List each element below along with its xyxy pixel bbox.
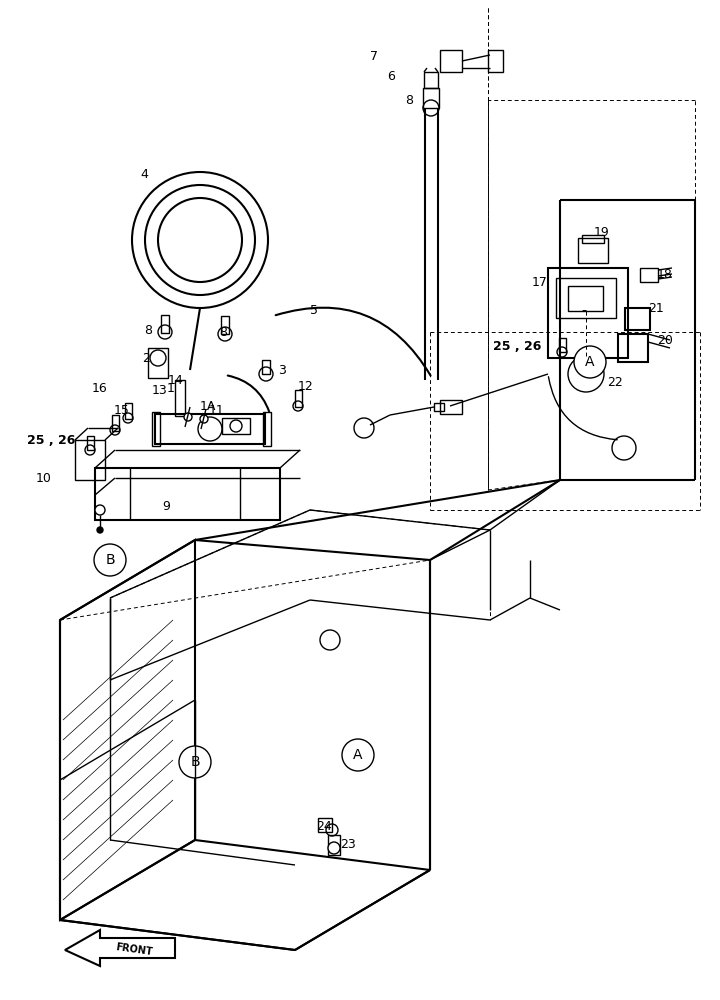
Text: 6: 6 [387,70,395,84]
Text: 19: 19 [594,226,610,238]
Bar [440,50,462,72]
Text: B: B [190,755,200,769]
Bar [440,400,462,414]
Text: 4: 4 [140,168,148,182]
Circle shape [354,418,374,438]
Text: 8: 8 [219,326,227,338]
Bar [556,278,616,318]
Bar [424,72,438,88]
Text: 7: 7 [370,49,378,62]
Bar [295,390,302,407]
Text: 22: 22 [607,375,623,388]
Circle shape [95,505,105,515]
Circle shape [218,327,232,341]
Text: A: A [585,355,595,369]
Text: 3: 3 [278,363,286,376]
Circle shape [342,739,374,771]
Bar [328,835,340,855]
Text: 16: 16 [91,381,107,394]
Text: 11: 11 [208,403,224,416]
Bar [568,286,603,311]
Text: A: A [354,748,363,762]
Bar [423,88,439,108]
Circle shape [94,544,126,576]
Text: 1A: 1A [200,399,217,412]
Text: 24: 24 [316,820,332,832]
Bar [112,415,119,431]
Bar [155,414,265,444]
Text: 5: 5 [310,304,318,316]
Bar [582,235,604,243]
Text: B: B [105,553,114,567]
Text: 2: 2 [142,352,150,364]
Circle shape [230,420,242,432]
Circle shape [568,356,604,392]
Circle shape [423,100,439,116]
Text: 21: 21 [648,302,664,314]
Bar [148,348,168,378]
Circle shape [320,630,340,650]
Bar [488,50,503,72]
Bar [87,436,94,450]
Circle shape [198,417,222,441]
Bar [578,238,608,263]
Text: 8: 8 [144,324,152,336]
Bar [318,818,332,832]
Bar [559,338,566,352]
Text: 17: 17 [532,275,548,288]
Circle shape [200,415,208,423]
Bar [125,403,132,419]
Bar [434,403,444,411]
Bar [263,412,271,446]
Circle shape [259,367,273,381]
Circle shape [557,347,567,357]
Circle shape [179,746,211,778]
Text: 13: 13 [151,383,167,396]
Bar [548,268,628,358]
Text: FRONT: FRONT [115,942,153,958]
Bar [618,334,648,362]
Text: 14: 14 [167,374,183,387]
Circle shape [293,401,303,411]
Text: 1: 1 [167,381,175,394]
Circle shape [85,445,95,455]
Polygon shape [65,930,175,966]
Text: 23: 23 [340,838,356,852]
Circle shape [612,436,636,460]
Circle shape [123,413,133,423]
Circle shape [326,824,338,836]
Text: 25 , 26: 25 , 26 [27,434,75,446]
Text: 15: 15 [114,404,130,418]
Bar [222,418,250,434]
Circle shape [97,527,103,533]
Bar [175,380,185,416]
Bar [152,412,160,446]
Text: 9: 9 [162,500,170,514]
Text: 20: 20 [657,334,673,347]
Bar [161,315,169,333]
Bar [262,360,270,374]
Text: 12: 12 [298,379,314,392]
Text: 18: 18 [657,267,673,280]
Circle shape [328,842,340,854]
Circle shape [184,413,192,421]
Circle shape [574,346,606,378]
Bar [221,316,229,334]
Circle shape [150,350,166,366]
Circle shape [110,425,120,435]
Bar [640,268,658,282]
Circle shape [158,325,172,339]
Bar [625,308,650,330]
Text: 8: 8 [405,95,413,107]
Text: 10: 10 [36,473,52,486]
Text: 25 , 26: 25 , 26 [492,340,541,353]
